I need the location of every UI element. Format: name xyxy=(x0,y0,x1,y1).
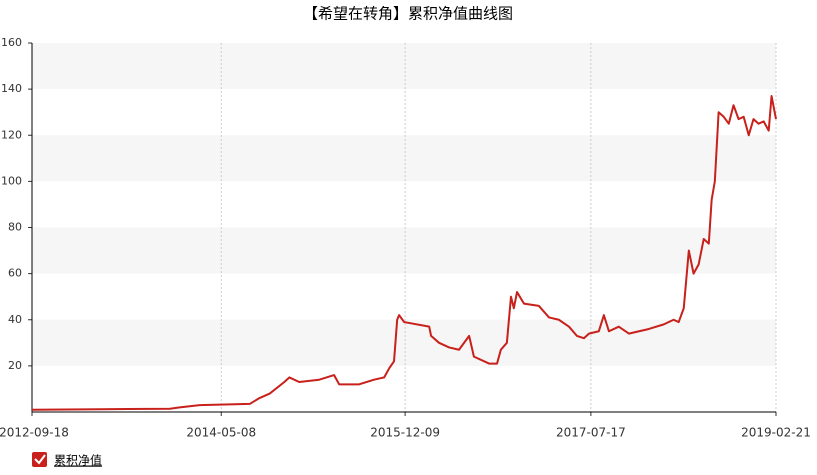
x-tick-label: 2012-09-18 xyxy=(0,426,69,440)
check-icon xyxy=(34,454,46,465)
series-line xyxy=(31,95,777,411)
grid-bands xyxy=(32,43,776,366)
plot-area: 20 40 60 80 100 120 140 160 2012-09-18 2014-05-08… xyxy=(0,36,811,440)
y-tick-label: 80 xyxy=(8,221,22,234)
y-tick-label: 120 xyxy=(1,128,22,141)
y-tick-label: 100 xyxy=(1,174,22,187)
x-tick-label: 2019-02-21 xyxy=(741,426,811,440)
legend-checkbox[interactable] xyxy=(32,452,47,467)
grid-band xyxy=(32,135,776,182)
y-tick-label: 20 xyxy=(8,359,22,372)
legend-label[interactable]: 累积净值 xyxy=(54,453,102,468)
x-tick-label: 2017-07-17 xyxy=(556,426,626,440)
y-tick-label: 160 xyxy=(1,36,22,49)
legend[interactable]: 累积净值 xyxy=(32,452,102,468)
grid-band xyxy=(32,43,776,90)
chart-title: 【希望在转角】累积净值曲线图 xyxy=(303,5,513,23)
y-tick-label: 60 xyxy=(8,267,22,280)
y-tick-label: 40 xyxy=(8,313,22,326)
x-tick-label: 2014-05-08 xyxy=(186,426,256,440)
grid-band xyxy=(32,319,776,366)
x-tick-label: 2015-12-09 xyxy=(370,426,440,440)
grid-band xyxy=(32,227,776,274)
y-tick-label: 140 xyxy=(1,82,22,95)
